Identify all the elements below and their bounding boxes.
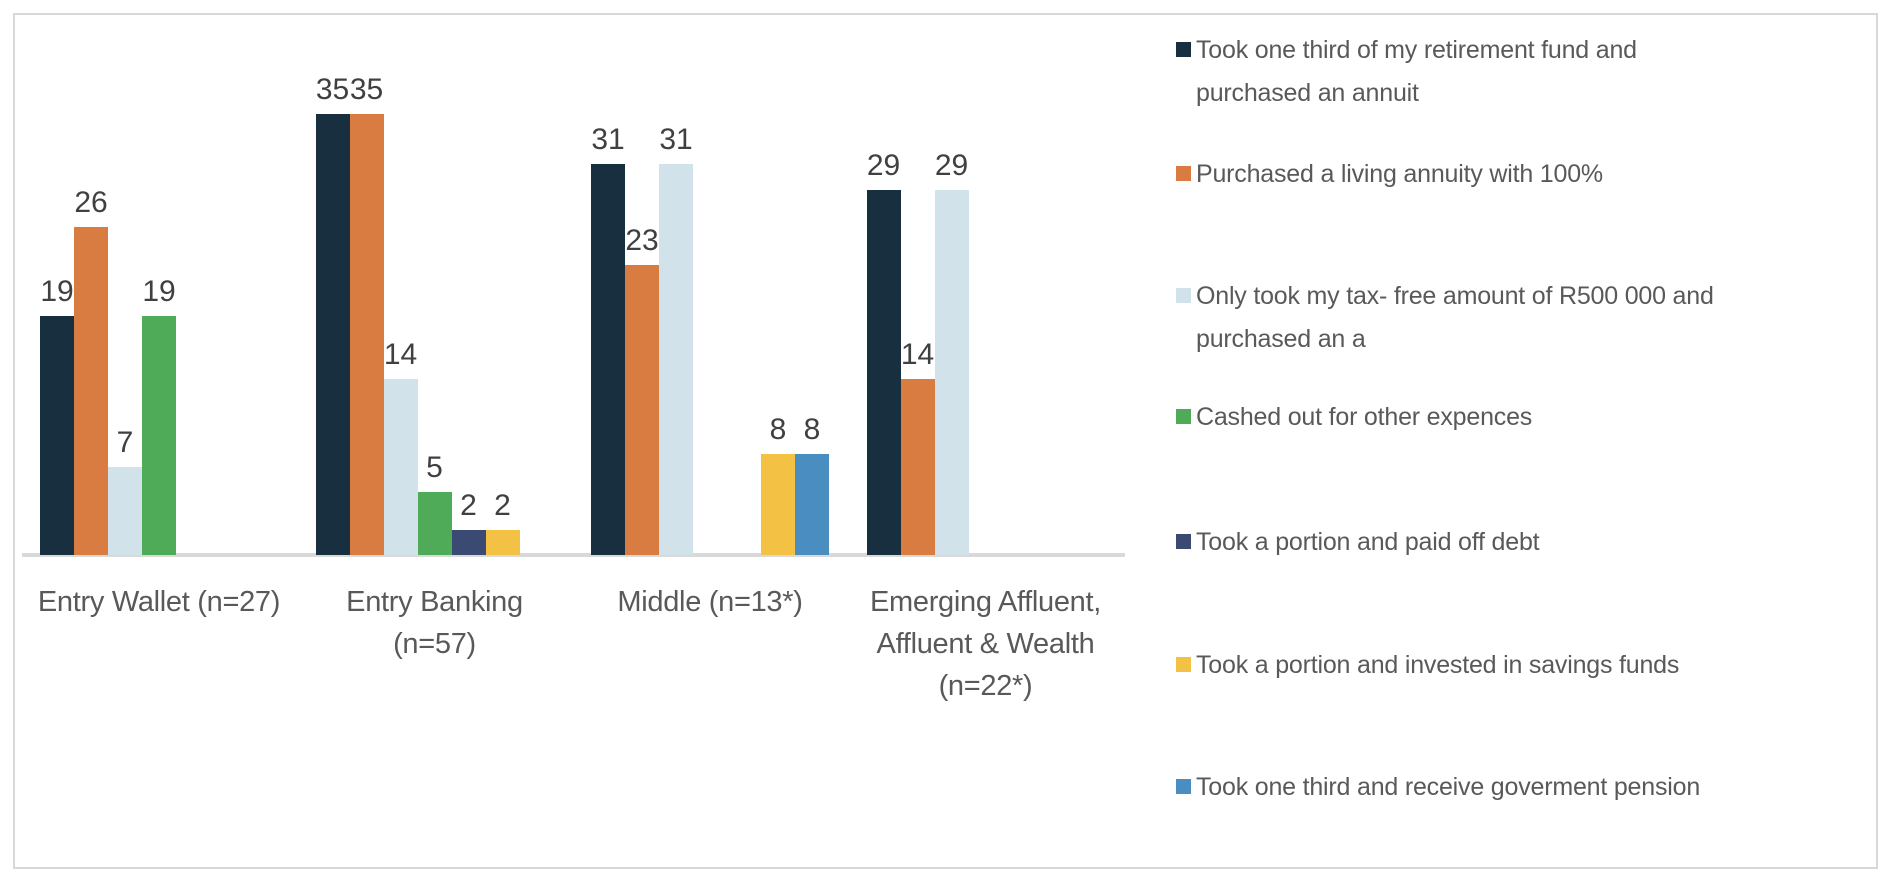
bar-value-label: 14: [900, 338, 935, 371]
bar-value-label: 5: [426, 451, 443, 484]
bar: [795, 454, 829, 555]
bar-value-label: 31: [659, 123, 693, 156]
bar: [108, 467, 142, 555]
bar-value-label: 19: [142, 275, 176, 308]
bar-value-label: 26: [74, 186, 108, 219]
x-axis-label: Entry Banking (n=57): [346, 586, 523, 660]
legend-item: Took one third and receive goverment pen…: [1176, 766, 1700, 809]
legend-item: Took a portion and paid off debt: [1176, 521, 1540, 564]
legend-label: Took one third and receive goverment pen…: [1196, 773, 1701, 801]
bar: [485, 530, 520, 555]
legend-swatch-icon: [1176, 42, 1191, 57]
legend-label: Took a portion and paid off debt: [1196, 528, 1540, 556]
bar-value-label: 35: [315, 73, 350, 106]
legend-item: Took one third of my retirement fund and…: [1176, 29, 1637, 115]
bar: [659, 164, 693, 555]
x-axis-label: Entry Wallet (n=27): [37, 586, 281, 618]
bar-value-label: 29: [934, 149, 969, 182]
bar: [451, 530, 486, 555]
x-axis-line: [22, 553, 1125, 557]
bar: [383, 379, 418, 555]
legend-swatch-icon: [1176, 779, 1191, 794]
legend-label: Took one third of my retirement fund and…: [1196, 36, 1637, 107]
bar: [625, 265, 659, 555]
legend-label: Only took my tax- free amount of R500 00…: [1196, 282, 1714, 353]
legend-label: Took a portion and invested in savings f…: [1196, 651, 1680, 679]
bar: [417, 492, 452, 555]
bar-value-label: 8: [803, 413, 821, 446]
chart-legend: Took one third of my retirement fund and…: [1176, 0, 1876, 874]
legend-item: Cashed out for other expences: [1176, 396, 1532, 439]
bar-value-label: 8: [769, 413, 787, 446]
legend-swatch-icon: [1176, 166, 1191, 181]
bar-value-label: 19: [40, 275, 74, 308]
legend-swatch-icon: [1176, 288, 1191, 303]
bar-value-label: 14: [383, 338, 418, 371]
legend-swatch-icon: [1176, 534, 1191, 549]
bar-value-label: 31: [591, 123, 625, 156]
legend-label: Purchased a living annuity with 100%: [1196, 160, 1603, 188]
bar: [900, 379, 935, 555]
bar: [142, 316, 176, 555]
x-axis-label: Emerging Affluent, Affluent & Wealth (n=…: [869, 586, 1102, 702]
bar: [74, 227, 108, 555]
legend-item: Purchased a living annuity with 100%: [1176, 153, 1603, 196]
bar: [866, 190, 901, 555]
bar-value-label: 2: [494, 489, 511, 522]
legend-item: Took a portion and invested in savings f…: [1176, 644, 1679, 687]
bar-value-label: 2: [460, 489, 477, 522]
bar: [349, 114, 384, 555]
legend-swatch-icon: [1176, 409, 1191, 424]
legend-item: Only took my tax- free amount of R500 00…: [1176, 275, 1714, 361]
bar: [315, 114, 350, 555]
legend-label: Cashed out for other expences: [1196, 403, 1533, 431]
bar: [591, 164, 625, 555]
bar-value-label: 35: [349, 73, 384, 106]
bar: [934, 190, 969, 555]
bar-value-label: 23: [625, 224, 659, 257]
bar-value-label: 29: [866, 149, 901, 182]
bar-value-label: 7: [116, 426, 134, 459]
legend-swatch-icon: [1176, 657, 1191, 672]
x-axis-label: Middle (n=13*): [617, 586, 803, 618]
bar: [761, 454, 795, 555]
bar: [40, 316, 74, 555]
